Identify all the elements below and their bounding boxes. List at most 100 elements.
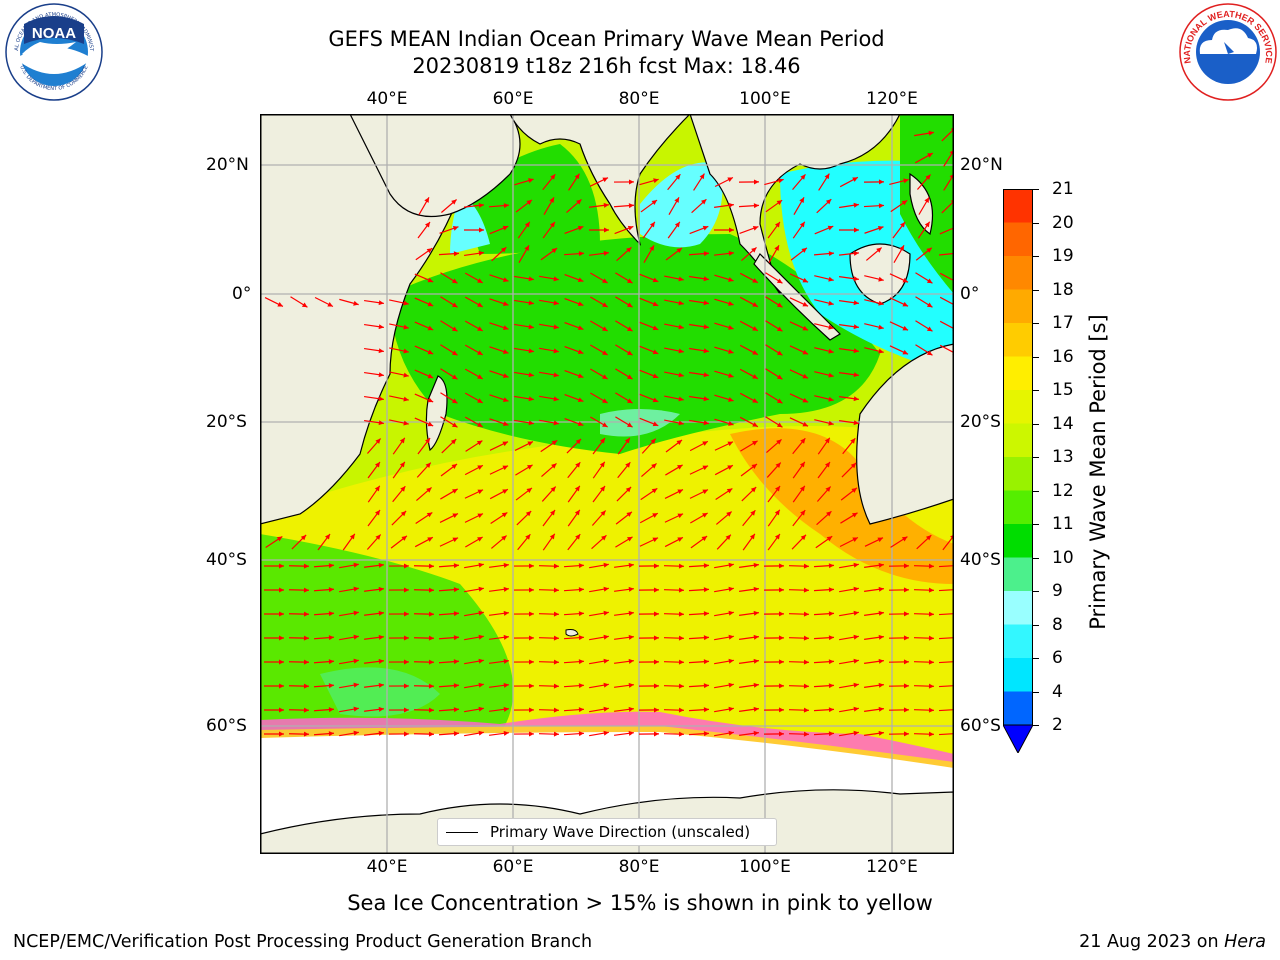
wave-arrow-head: [625, 486, 632, 493]
wave-arrow-head: [878, 348, 884, 354]
colorbar-swatch: [1003, 222, 1033, 257]
wave-arrow-head: [603, 658, 609, 664]
wave-arrow-head: [599, 437, 605, 444]
wave-arrow-head: [476, 440, 483, 446]
wave-arrow-head: [702, 465, 709, 471]
wave-arrow-head: [803, 731, 809, 737]
wave-arrow-head: [802, 277, 809, 283]
wave-arrow-head: [278, 611, 284, 617]
wave-arrow: [938, 613, 954, 616]
wave-arrow-head: [702, 225, 709, 231]
wave-arrow-head: [802, 397, 809, 403]
wave-arrow-head: [752, 350, 758, 355]
lon-label-bottom: 100°E: [739, 857, 791, 877]
wave-arrow-head: [728, 277, 734, 282]
wave-arrow-head: [603, 682, 609, 688]
wave-arrow-head: [703, 420, 709, 426]
wave-arrow-head: [451, 199, 457, 205]
wave-arrow-head: [378, 348, 384, 354]
wave-arrow-head: [378, 730, 384, 736]
wave-arrow-head: [478, 706, 484, 712]
wave-arrow-head: [528, 372, 534, 378]
wave-arrow: [939, 272, 954, 282]
wave-arrow-head: [703, 659, 709, 665]
wave-arrow-head: [752, 278, 758, 283]
wave-arrow-head: [850, 462, 857, 469]
wave-arrow-head: [677, 513, 684, 519]
wave-arrow-head: [451, 464, 458, 470]
wave-arrow-head: [652, 325, 659, 331]
wave-arrow-head: [451, 398, 458, 404]
wave-arrow-head: [478, 610, 484, 616]
wave-arrow-head: [328, 587, 334, 593]
wave-arrow-head: [802, 301, 809, 307]
wave-arrow-head: [403, 707, 409, 713]
wave-arrow-head: [524, 221, 530, 228]
wave-arrow-head: [478, 227, 484, 233]
wave-arrow-head: [677, 489, 683, 495]
wave-arrow-head: [652, 421, 659, 427]
colorbar-tick-mark: [1033, 423, 1039, 425]
wave-arrow-head: [678, 611, 684, 617]
wave-arrow-head: [553, 659, 559, 665]
southwest-light-green: [320, 667, 440, 717]
wave-arrow-head: [528, 324, 534, 330]
wave-arrow-head: [578, 707, 584, 713]
wave-arrow-head: [924, 197, 930, 203]
wave-arrow-head: [451, 302, 458, 308]
wave-arrow-head: [278, 707, 284, 713]
colorbar-tick-mark: [1033, 390, 1039, 391]
wave-arrow-head: [427, 373, 434, 379]
wave-arrow-head: [528, 587, 534, 593]
wave-arrow-head: [575, 438, 582, 445]
wave-arrow-head: [652, 513, 658, 518]
colorbar-tick-label: 17: [1052, 313, 1074, 333]
wave-arrow-head: [703, 372, 709, 378]
wave-arrow-head: [477, 489, 484, 495]
wave-arrow-head: [776, 350, 783, 356]
wave-arrow-head: [602, 278, 608, 284]
wave-arrow-head: [678, 563, 684, 569]
wave-arrow-head: [577, 325, 584, 331]
wave-arrow-head: [828, 659, 834, 665]
wave-arrow-head: [553, 587, 559, 593]
wave-arrow-head: [353, 562, 359, 568]
wave-arrow-head: [678, 659, 684, 665]
wave-arrow-head: [774, 245, 780, 251]
colorbar-tick-label: 12: [1052, 480, 1074, 501]
wave-arrow: [938, 661, 954, 664]
wave-arrow-head: [728, 373, 734, 378]
wave-arrow: [939, 320, 954, 330]
wave-arrow-head: [902, 277, 909, 283]
wave-arrow-head: [427, 537, 433, 542]
lat-label-left: 20°S: [206, 412, 247, 432]
wave-arrow-head: [824, 461, 830, 468]
wave-arrow-head: [477, 350, 483, 355]
orange-swell-zone: [730, 428, 954, 584]
wave-arrow-head: [600, 510, 606, 516]
wave-arrow-head: [902, 301, 909, 307]
wave-arrow-head: [526, 487, 532, 493]
wave-arrow-head: [802, 349, 809, 355]
colorbar-tick-mark: [1033, 624, 1039, 626]
wave-arrow-head: [477, 302, 483, 307]
wave-arrow-head: [803, 707, 809, 713]
wave-arrow-head: [424, 221, 430, 228]
wave-arrow-head: [878, 658, 884, 664]
wave-arrow-head: [603, 610, 609, 616]
wave-arrow: [938, 685, 954, 688]
wave-arrow-head: [627, 302, 633, 308]
wave-arrow-head: [774, 221, 780, 228]
wave-arrow-head: [403, 683, 409, 689]
wave-arrow-head: [776, 374, 783, 380]
borneo-land: [849, 243, 911, 305]
wave-arrow-head: [603, 586, 609, 592]
sea-ice-caption-text: Sea Ice Concentration > 15% is shown in …: [347, 891, 933, 915]
southeast-asia-land: [689, 114, 901, 295]
wave-arrow-head: [427, 325, 434, 331]
wave-arrow-head: [678, 420, 684, 426]
wave-arrow-head: [753, 706, 759, 712]
wave-arrow-head: [328, 683, 334, 689]
wave-arrow-head: [776, 278, 783, 284]
lon-label-top: 40°E: [366, 89, 408, 109]
